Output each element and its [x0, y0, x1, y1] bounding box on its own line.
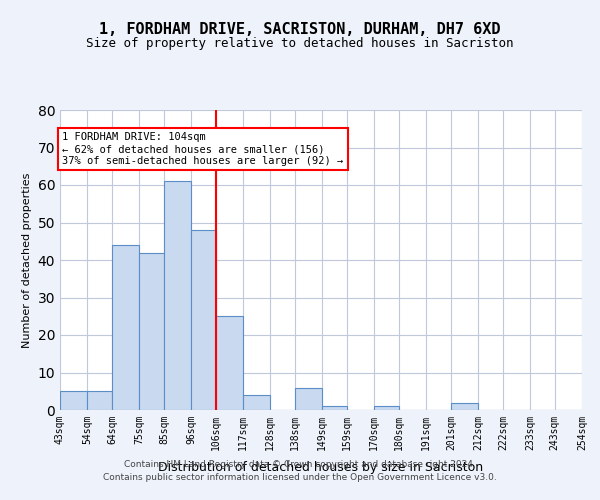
X-axis label: Distribution of detached houses by size in Sacriston: Distribution of detached houses by size … — [158, 461, 484, 474]
Bar — [243, 395, 270, 410]
Bar — [191, 230, 216, 410]
Text: Contains HM Land Registry data © Crown copyright and database right 2024.: Contains HM Land Registry data © Crown c… — [124, 460, 476, 469]
Bar — [216, 316, 243, 410]
Bar — [295, 388, 322, 410]
Bar — [139, 252, 164, 410]
Bar — [60, 391, 87, 410]
Text: Size of property relative to detached houses in Sacriston: Size of property relative to detached ho… — [86, 38, 514, 51]
Bar — [451, 402, 478, 410]
Bar — [322, 406, 347, 410]
Bar — [374, 406, 399, 410]
Bar — [87, 391, 112, 410]
Text: Contains public sector information licensed under the Open Government Licence v3: Contains public sector information licen… — [103, 472, 497, 482]
Text: 1 FORDHAM DRIVE: 104sqm
← 62% of detached houses are smaller (156)
37% of semi-d: 1 FORDHAM DRIVE: 104sqm ← 62% of detache… — [62, 132, 344, 166]
Y-axis label: Number of detached properties: Number of detached properties — [22, 172, 32, 348]
Bar — [164, 181, 191, 410]
Text: 1, FORDHAM DRIVE, SACRISTON, DURHAM, DH7 6XD: 1, FORDHAM DRIVE, SACRISTON, DURHAM, DH7… — [99, 22, 501, 38]
Bar — [112, 245, 139, 410]
